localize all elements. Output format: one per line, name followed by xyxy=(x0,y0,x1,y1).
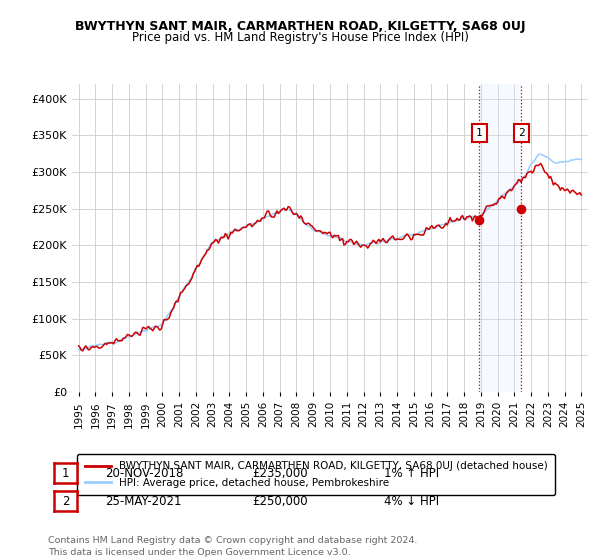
Text: £250,000: £250,000 xyxy=(252,494,308,508)
Text: 1% ↑ HPI: 1% ↑ HPI xyxy=(384,466,439,480)
Bar xyxy=(479,84,521,392)
Text: 20-NOV-2018: 20-NOV-2018 xyxy=(105,466,184,480)
Text: 2: 2 xyxy=(62,494,69,508)
Text: 2: 2 xyxy=(518,128,524,138)
Text: 25-MAY-2021: 25-MAY-2021 xyxy=(105,494,182,508)
Text: £235,000: £235,000 xyxy=(252,466,308,480)
Legend: BWYTHYN SANT MAIR, CARMARTHEN ROAD, KILGETTY, SA68 0UJ (detached house), HPI: Av: BWYTHYN SANT MAIR, CARMARTHEN ROAD, KILG… xyxy=(77,454,555,495)
Text: Price paid vs. HM Land Registry's House Price Index (HPI): Price paid vs. HM Land Registry's House … xyxy=(131,31,469,44)
Text: 1: 1 xyxy=(476,128,483,138)
Text: 1: 1 xyxy=(62,466,69,480)
Text: Contains HM Land Registry data © Crown copyright and database right 2024.
This d: Contains HM Land Registry data © Crown c… xyxy=(48,536,418,557)
Text: BWYTHYN SANT MAIR, CARMARTHEN ROAD, KILGETTY, SA68 0UJ: BWYTHYN SANT MAIR, CARMARTHEN ROAD, KILG… xyxy=(75,20,525,32)
Text: 4% ↓ HPI: 4% ↓ HPI xyxy=(384,494,439,508)
